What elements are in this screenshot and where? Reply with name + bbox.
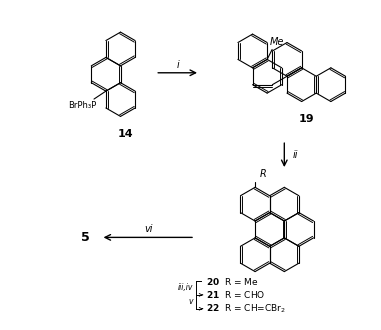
Text: Me: Me (270, 37, 285, 47)
Text: v: v (189, 297, 193, 306)
Text: ii: ii (292, 150, 298, 160)
Text: R: R (260, 169, 267, 180)
Text: $\mathbf{21}$  R = CHO: $\mathbf{21}$ R = CHO (206, 289, 265, 300)
Text: 5: 5 (82, 231, 90, 244)
Text: $\mathbf{22}$  R = CH=CBr$_2$: $\mathbf{22}$ R = CH=CBr$_2$ (206, 303, 286, 315)
Text: BrPh₃P: BrPh₃P (68, 101, 96, 110)
Text: 19: 19 (299, 115, 314, 124)
Text: $\mathbf{20}$  R = Me: $\mathbf{20}$ R = Me (206, 276, 259, 286)
Text: iii,iv: iii,iv (178, 283, 193, 292)
Text: vi: vi (144, 224, 152, 234)
Text: 14: 14 (118, 129, 133, 139)
Text: i: i (177, 60, 179, 70)
